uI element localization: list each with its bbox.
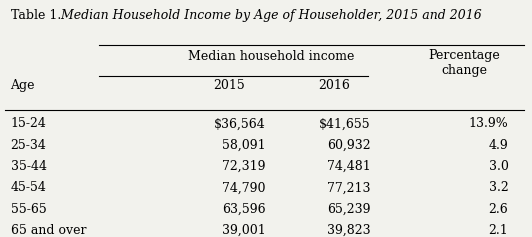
Text: 4.9: 4.9 — [489, 139, 509, 152]
Text: 15-24: 15-24 — [11, 117, 46, 130]
Text: $36,564: $36,564 — [214, 117, 266, 130]
Text: 45-54: 45-54 — [11, 182, 46, 194]
Text: 65,239: 65,239 — [327, 203, 370, 216]
Text: Table 1.: Table 1. — [11, 9, 61, 22]
Text: 39,823: 39,823 — [327, 224, 370, 237]
Text: Age: Age — [11, 79, 35, 92]
Text: 13.9%: 13.9% — [469, 117, 509, 130]
Text: 2016: 2016 — [318, 79, 350, 92]
Text: 25-34: 25-34 — [11, 139, 46, 152]
Text: Percentage
change: Percentage change — [428, 49, 500, 77]
Text: 55-65: 55-65 — [11, 203, 46, 216]
Text: 58,091: 58,091 — [222, 139, 266, 152]
Text: 72,319: 72,319 — [222, 160, 266, 173]
Text: Median household income: Median household income — [188, 50, 354, 63]
Text: 65 and over: 65 and over — [11, 224, 86, 237]
Text: 2.1: 2.1 — [489, 224, 509, 237]
Text: 3.0: 3.0 — [488, 160, 509, 173]
Text: 77,213: 77,213 — [327, 182, 370, 194]
Text: Median Household Income by Age of Householder, 2015 and 2016: Median Household Income by Age of Househ… — [53, 9, 482, 22]
Text: 63,596: 63,596 — [222, 203, 266, 216]
Text: 3.2: 3.2 — [489, 182, 509, 194]
Text: 2.6: 2.6 — [489, 203, 509, 216]
Text: 35-44: 35-44 — [11, 160, 46, 173]
Text: 74,481: 74,481 — [327, 160, 370, 173]
Text: 2015: 2015 — [214, 79, 245, 92]
Text: 39,001: 39,001 — [222, 224, 266, 237]
Text: 60,932: 60,932 — [327, 139, 370, 152]
Text: $41,655: $41,655 — [319, 117, 370, 130]
Text: 74,790: 74,790 — [222, 182, 266, 194]
